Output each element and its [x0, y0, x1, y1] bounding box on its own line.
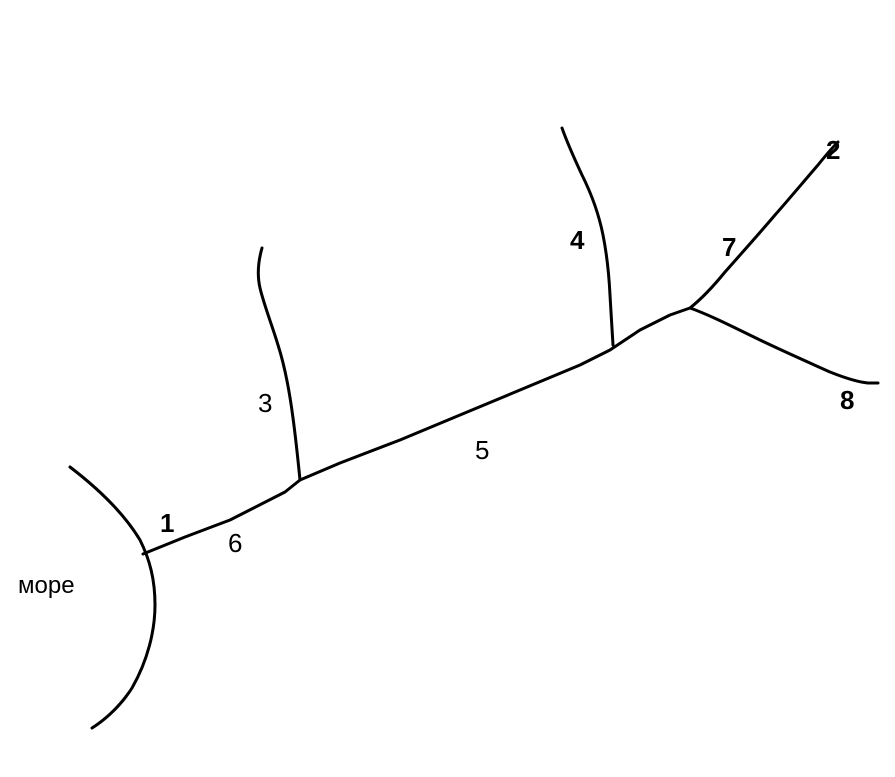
path-main-river: [143, 308, 690, 554]
label-n4: 4: [570, 225, 584, 256]
label-n1: 1: [160, 508, 174, 539]
label-n7: 7: [722, 232, 736, 263]
path-coast: [70, 467, 155, 728]
path-branch-3: [258, 248, 300, 480]
label-n6: 6: [228, 528, 242, 559]
label-n8: 8: [840, 385, 854, 416]
river-diagram: [0, 0, 895, 777]
label-n3: 3: [258, 388, 272, 419]
label-n5: 5: [475, 435, 489, 466]
label-n2: 2: [826, 135, 840, 166]
path-branch-7-2: [690, 142, 838, 308]
label-sea: море: [18, 572, 75, 600]
path-branch-8: [690, 308, 878, 383]
